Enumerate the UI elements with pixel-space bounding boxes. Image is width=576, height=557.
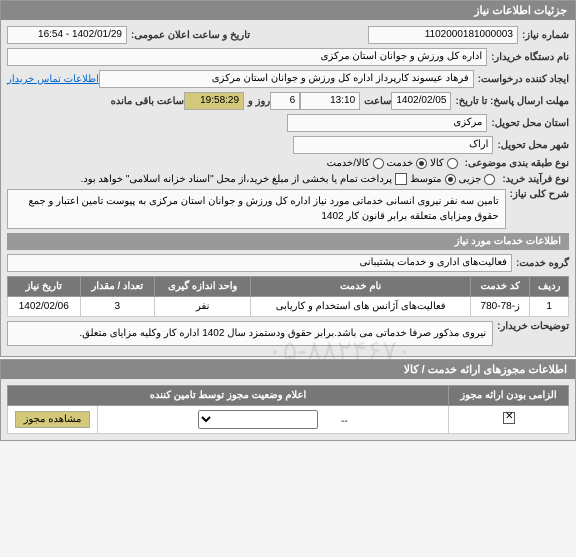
notes-value: نیروی مذکور صرفا خدماتی می باشد.برابر حق… bbox=[79, 328, 486, 339]
announce-label: تاریخ و ساعت اعلان عمومی: bbox=[131, 30, 250, 41]
table-row: 1 ز-78-780 فعالیت‌های آژانس های استخدام … bbox=[8, 297, 569, 317]
th-5: تاریخ نیاز bbox=[8, 277, 81, 297]
permit-opt-dash: -- bbox=[341, 416, 348, 427]
group-value: فعالیت‌های اداری و خدمات پشتیبانی bbox=[7, 254, 512, 272]
deadline-date: 1402/02/05 bbox=[391, 92, 451, 110]
permit-required-checkbox[interactable] bbox=[503, 412, 515, 424]
type-opt3: کالا/خدمت bbox=[327, 158, 370, 169]
services-header: اطلاعات خدمات مورد نیاز bbox=[7, 233, 569, 250]
days-label: روز و bbox=[248, 96, 270, 107]
type-radio-3[interactable] bbox=[373, 158, 384, 169]
buy-radio-1[interactable] bbox=[484, 174, 495, 185]
th-1: کد خدمت bbox=[470, 277, 529, 297]
desc-label: شرح کلی نیاز: bbox=[510, 189, 569, 200]
remaining-value: 19:58:29 bbox=[184, 92, 244, 110]
type-radio-2[interactable] bbox=[416, 158, 427, 169]
td-2: فعالیت‌های آژانس های استخدام و کاریابی bbox=[251, 297, 471, 317]
city-value: اراک bbox=[293, 136, 493, 154]
td-1: ز-78-780 bbox=[470, 297, 529, 317]
td-4: 3 bbox=[80, 297, 155, 317]
contact-link[interactable]: اطلاعات تماس خریدار bbox=[7, 74, 99, 85]
td-3: نفر bbox=[155, 297, 251, 317]
buy-radio-2[interactable] bbox=[445, 174, 456, 185]
province-label: استان محل تحویل: bbox=[491, 118, 569, 129]
buy-checkbox[interactable] bbox=[395, 173, 407, 185]
org-label: نام دستگاه خریدار: bbox=[491, 52, 569, 63]
buy-label: نوع فرآیند خرید: bbox=[502, 174, 569, 185]
type-opt2: خدمت bbox=[387, 158, 414, 169]
type-radio-1[interactable] bbox=[447, 158, 458, 169]
th-3: واحد اندازه گیری bbox=[155, 277, 251, 297]
days-value: 6 bbox=[270, 92, 300, 110]
view-permit-button[interactable]: مشاهده مجوز bbox=[15, 411, 91, 428]
buy-opt1: جزیی bbox=[459, 174, 482, 185]
permit-select[interactable] bbox=[198, 410, 318, 429]
type-label: نوع طبقه بندی موضوعی: bbox=[465, 158, 569, 169]
time-label: ساعت bbox=[364, 96, 391, 107]
th-4: تعداد / مقدار bbox=[80, 277, 155, 297]
td-5: 1402/02/06 bbox=[8, 297, 81, 317]
panel-header: جزئیات اطلاعات نیاز bbox=[1, 1, 575, 20]
desc-value: تامین سه نفر نیروی انسانی خدماتی مورد نی… bbox=[7, 189, 506, 229]
creator-value: فرهاد عیسوند کارپرداز اداره کل ورزش و جو… bbox=[99, 70, 474, 88]
th-0: ردیف bbox=[530, 277, 569, 297]
deadline-time: 13:10 bbox=[300, 92, 360, 110]
permit-th-1: الزامی بودن ارائه مجوز bbox=[449, 386, 569, 406]
permit-th-2: اعلام وضعیت مجوز توسط تامین کننده bbox=[8, 386, 449, 406]
remaining-label: ساعت باقی مانده bbox=[111, 96, 184, 107]
org-value: اداره کل ورزش و جوانان استان مرکزی bbox=[7, 48, 487, 66]
td-0: 1 bbox=[530, 297, 569, 317]
deadline-label: مهلت ارسال پاسخ: تا تاریخ: bbox=[455, 96, 569, 107]
panel2-header: اطلاعات مجوزهای ارائه خدمت / کالا bbox=[1, 360, 575, 379]
creator-label: ایجاد کننده درخواست: bbox=[478, 74, 569, 85]
group-label: گروه خدمت: bbox=[516, 258, 569, 269]
city-label: شهر محل تحویل: bbox=[497, 140, 569, 151]
buy-opt2: متوسط bbox=[410, 174, 441, 185]
permit-table: الزامی بودن ارائه مجوز اعلام وضعیت مجوز … bbox=[7, 385, 569, 434]
type-opt1: کالا bbox=[430, 158, 444, 169]
notes-label: توضیحات خریدار: bbox=[497, 321, 569, 332]
province-value: مرکزی bbox=[287, 114, 487, 132]
need-number-value: 1102000181000003 bbox=[368, 26, 518, 44]
need-number-label: شماره نیاز: bbox=[522, 30, 569, 41]
th-2: نام خدمت bbox=[251, 277, 471, 297]
permit-row: -- مشاهده مجوز bbox=[8, 406, 569, 434]
services-table: ردیف کد خدمت نام خدمت واحد اندازه گیری ت… bbox=[7, 276, 569, 317]
buy-note: پرداخت تمام یا بخشی از مبلغ خرید،از محل … bbox=[80, 174, 392, 185]
announce-value: 1402/01/29 - 16:54 bbox=[7, 26, 127, 44]
